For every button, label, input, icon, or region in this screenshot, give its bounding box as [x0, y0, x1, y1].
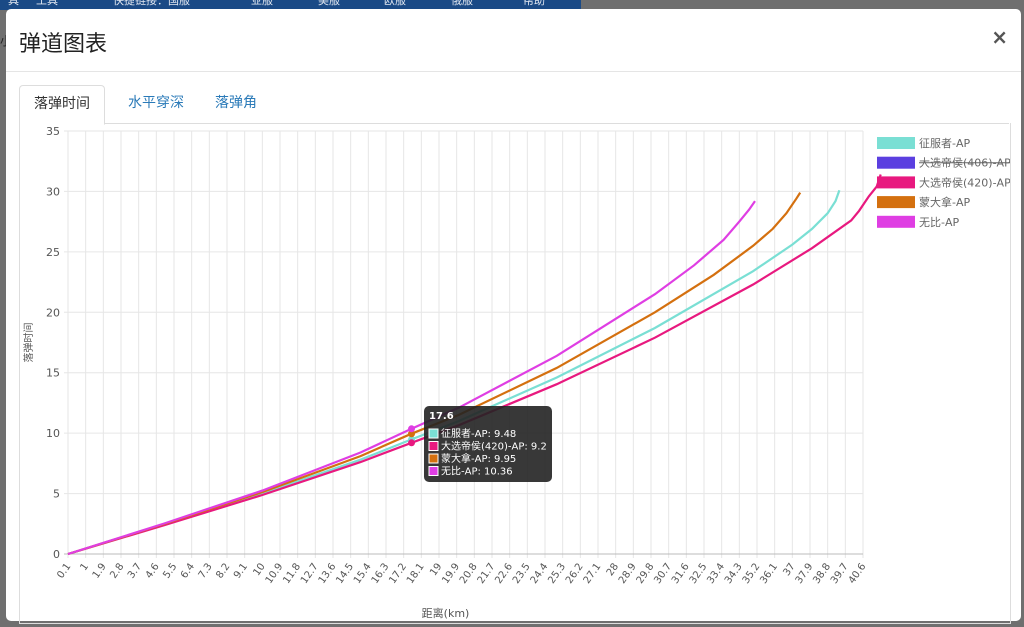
- x-tick-label: 28.9: [617, 561, 639, 586]
- x-tick-label: 6.4: [179, 561, 197, 580]
- flight-time-chart: 0.1 1 1.9 2.8 3.7 4.6 5.5 6.4 7.3 8.2 9.1 10 10.911.…: [22, 125, 1011, 620]
- x-tick-label: 38.8: [811, 561, 833, 586]
- x-tick-label: 15.4: [352, 561, 374, 586]
- tooltip-swatch: [428, 428, 439, 439]
- x-tick-label: 40.6: [847, 561, 869, 586]
- series-line: [67, 200, 756, 556]
- y-tick-label: 5: [53, 488, 60, 501]
- x-tick-label: 10.9: [264, 561, 286, 586]
- x-tick-label: 19.9: [440, 561, 462, 586]
- tooltip-row: 无比-AP: 10.36: [441, 466, 513, 478]
- x-tick-label: 31.6: [670, 561, 692, 586]
- background-nav-item: 快捷链接：国服: [105, 0, 251, 10]
- legend-swatch: [877, 196, 915, 209]
- x-tick-label: 1: [78, 561, 91, 573]
- x-tick-label: 1.9: [91, 561, 109, 580]
- x-axis-title: 距离(km): [422, 606, 470, 620]
- x-tick-label: 25.3: [546, 561, 568, 586]
- x-tick-label: 36.1: [758, 561, 780, 586]
- hover-point: [408, 439, 416, 447]
- tab-horizontal-penetration[interactable]: 水平穿深: [128, 95, 184, 111]
- background-nav: 具工具 快捷链接：国服 亚服 美服 欧服 俄服 帮助: [0, 0, 1024, 10]
- dialog-title: 弹道图表: [19, 32, 108, 57]
- x-tick-label: 34.3: [723, 561, 745, 586]
- x-tick-label: 11.8: [281, 561, 303, 586]
- tooltip-title: 17.6: [429, 411, 454, 422]
- x-tick-label: 14.5: [334, 561, 356, 586]
- legend-label: 无比-AP: [919, 216, 959, 229]
- y-tick-label: 25: [46, 246, 60, 259]
- x-tick-label: 8.2: [214, 561, 232, 580]
- dialog-header: 弹道图表 ×: [6, 9, 1021, 72]
- legend-swatch: [877, 137, 915, 149]
- y-tick-label: 30: [46, 185, 60, 198]
- x-tick-label: 24.4: [529, 561, 551, 586]
- background-nav-item: 美服: [310, 0, 386, 10]
- x-tick-label: 26.2: [564, 561, 586, 586]
- close-button[interactable]: ×: [991, 25, 1008, 49]
- x-tick-label: 35.2: [741, 561, 763, 586]
- legend-swatch: [877, 215, 915, 228]
- x-tick-label: 9.1: [232, 561, 250, 580]
- x-tick-label: 4.6: [144, 561, 162, 580]
- x-tick-label: 37.9: [794, 561, 816, 586]
- x-tick-label: 32.5: [688, 561, 710, 586]
- series-line: [67, 189, 841, 556]
- y-tick-label: 10: [46, 427, 60, 440]
- x-tick-label: 7.3: [197, 561, 215, 580]
- x-tick-label: 18.1: [405, 561, 427, 586]
- tooltip-swatch: [428, 441, 439, 451]
- background-nav-item: 具: [0, 0, 36, 10]
- tooltip-swatch: [428, 453, 439, 464]
- hover-point: [408, 425, 416, 433]
- tooltip-box: [424, 406, 552, 482]
- y-tick-label: 20: [46, 306, 60, 319]
- legend-swatch: [877, 176, 915, 189]
- tab-impact-angle[interactable]: 落弹角: [215, 95, 257, 111]
- x-tick-label: 30.7: [652, 561, 674, 586]
- background-nav-item: 帮助: [515, 0, 581, 10]
- background-nav-item: 亚服: [243, 0, 319, 10]
- y-axis-title: 落弹时间: [22, 323, 35, 363]
- x-tick-label: 33.4: [705, 561, 727, 586]
- background-nav-item: 欧服: [376, 0, 452, 10]
- background-nav-item: 工具: [28, 0, 114, 10]
- legend-swatch: [877, 156, 915, 169]
- y-tick-label: 0: [53, 548, 60, 561]
- x-tick-label: 17.2: [387, 561, 409, 586]
- x-tick-label: 13.6: [317, 561, 339, 586]
- tooltip-row: 征服者-AP: 9.48: [441, 428, 516, 440]
- chart-tabs: 落弹时间 水平穿深 落弹角: [19, 85, 1009, 125]
- series-line: [67, 192, 802, 556]
- tooltip-swatch: [428, 466, 439, 476]
- x-tick-label: 23.5: [511, 561, 533, 586]
- tab-flight-time[interactable]: 落弹时间: [19, 85, 105, 125]
- x-tick-label: 12.7: [299, 561, 321, 586]
- x-tick-label: 27.1: [582, 561, 604, 586]
- x-tick-label: 29.8: [635, 561, 657, 586]
- legend-label: 大选帝侯(420)-AP: [919, 175, 1010, 189]
- x-tick-label: 0.1: [55, 561, 73, 580]
- tooltip-row: 蒙大拿-AP: 9.95: [441, 452, 516, 465]
- legend-label: 征服者-AP: [919, 137, 970, 150]
- hover-point: [408, 430, 416, 438]
- series-line: [67, 174, 882, 556]
- legend-label: 蒙大拿-AP: [919, 195, 970, 209]
- x-tick-label: 16.3: [370, 561, 392, 586]
- ballistics-chart-dialog: 弹道图表 × 落弹时间 水平穿深 落弹角 0.1 1 1.9 2.8 3.7 4.6 5.5…: [6, 9, 1021, 624]
- x-tick-label: 21.7: [476, 561, 498, 586]
- x-tick-label: 22.6: [493, 561, 515, 586]
- y-tick-label: 15: [46, 367, 60, 380]
- x-tick-label: 3.7: [126, 561, 144, 580]
- x-tick-label: 20.8: [458, 561, 480, 586]
- x-tick-label: 2.8: [108, 561, 126, 580]
- x-tick-label: 39.7: [829, 561, 851, 586]
- tooltip-row: 大选帝侯(420)-AP: 9.2: [441, 440, 547, 453]
- x-tick-label: 5.5: [161, 561, 179, 580]
- background-nav-item: 俄服: [443, 0, 524, 10]
- y-tick-label: 35: [46, 125, 60, 138]
- chart-panel: 0.1 1 1.9 2.8 3.7 4.6 5.5 6.4 7.3 8.2 9.1 10 10.9 11.…: [19, 123, 1011, 624]
